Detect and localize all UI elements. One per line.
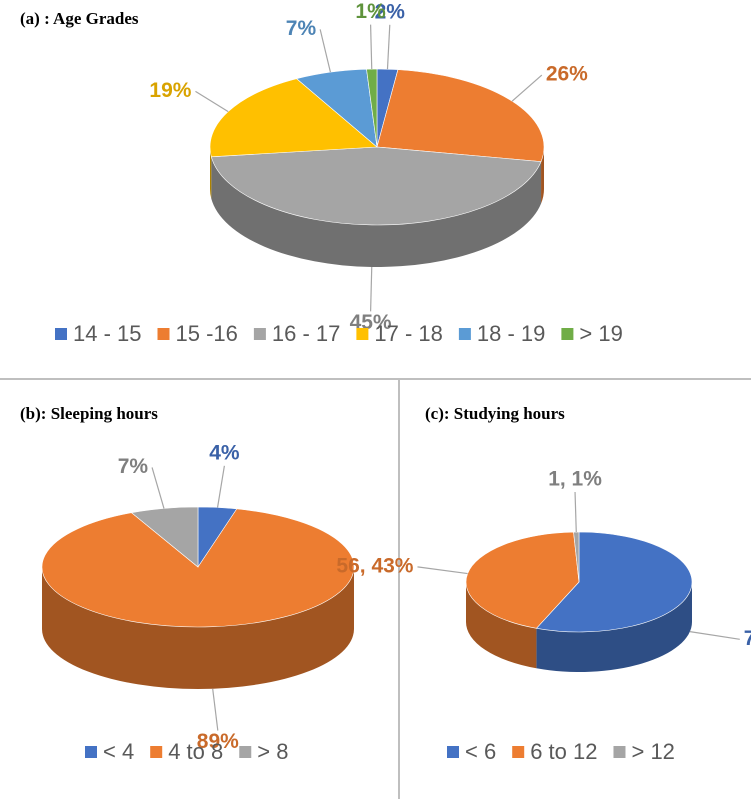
legend-label: 17 - 18 bbox=[374, 321, 443, 346]
pie-slice bbox=[465, 531, 580, 629]
data-label: 4% bbox=[209, 441, 240, 464]
data-label: 19% bbox=[149, 79, 191, 102]
pie-side bbox=[541, 147, 544, 204]
chart-title: (c): Studying hours bbox=[425, 404, 565, 423]
legend-label: < 6 bbox=[465, 739, 496, 764]
legend-label: 18 - 19 bbox=[477, 321, 546, 346]
legend-swatch bbox=[55, 328, 67, 340]
pie-side bbox=[210, 147, 212, 199]
pie-slice bbox=[209, 78, 378, 158]
leader-line bbox=[216, 465, 225, 508]
pie-slice bbox=[41, 508, 355, 628]
leader-line bbox=[195, 90, 229, 113]
pie-side bbox=[211, 156, 542, 268]
data-label: 7% bbox=[118, 455, 149, 478]
legend-label: > 19 bbox=[579, 321, 622, 346]
leader-line bbox=[417, 566, 468, 575]
data-label: 26% bbox=[546, 63, 588, 86]
data-label: 73, 56% bbox=[744, 627, 751, 650]
pie-slice bbox=[376, 69, 545, 162]
chart-title: (b): Sleeping hours bbox=[20, 404, 158, 423]
leader-line bbox=[370, 266, 373, 312]
legend-label: < 4 bbox=[103, 739, 134, 764]
pie-side bbox=[536, 582, 692, 672]
legend-swatch bbox=[447, 746, 459, 758]
leader-line bbox=[511, 74, 543, 102]
data-label: 1, 1% bbox=[548, 468, 602, 491]
legend-swatch bbox=[150, 746, 163, 758]
legend-label: 14 - 15 bbox=[73, 321, 142, 346]
data-label: 56, 43% bbox=[336, 554, 413, 577]
pie-side bbox=[466, 582, 537, 669]
legend-swatch bbox=[157, 328, 170, 340]
data-label: 2% bbox=[375, 0, 406, 23]
pie-slice bbox=[130, 506, 199, 568]
legend-swatch bbox=[613, 746, 626, 758]
leader-line bbox=[319, 29, 331, 73]
pie-slice bbox=[210, 146, 542, 226]
legend-swatch bbox=[239, 746, 252, 758]
legend-label: 15 -16 bbox=[176, 321, 238, 346]
legend-label: > 8 bbox=[257, 739, 288, 764]
legend-swatch bbox=[356, 328, 369, 340]
legend-swatch bbox=[85, 746, 97, 758]
leader-line bbox=[574, 492, 577, 533]
data-label: 1% bbox=[355, 0, 386, 23]
legend-label: 16 - 17 bbox=[272, 321, 341, 346]
legend-label: 4 to 8 bbox=[168, 739, 223, 764]
chart-title: (a) : Age Grades bbox=[20, 9, 139, 28]
pie-slice bbox=[535, 531, 693, 633]
leader-line bbox=[370, 24, 373, 70]
legend-label: 6 to 12 bbox=[530, 739, 597, 764]
legend-swatch bbox=[512, 746, 525, 758]
legend-label: > 12 bbox=[631, 739, 674, 764]
legend-swatch bbox=[253, 328, 266, 340]
data-label: 89% bbox=[197, 730, 239, 753]
legend-swatch bbox=[561, 328, 574, 340]
leader-line bbox=[151, 467, 165, 509]
data-label: 7% bbox=[286, 17, 317, 40]
legend-swatch bbox=[458, 328, 471, 340]
leader-line bbox=[689, 631, 740, 640]
pie-side bbox=[42, 567, 354, 689]
leader-line bbox=[386, 24, 391, 70]
leader-line bbox=[212, 688, 219, 731]
